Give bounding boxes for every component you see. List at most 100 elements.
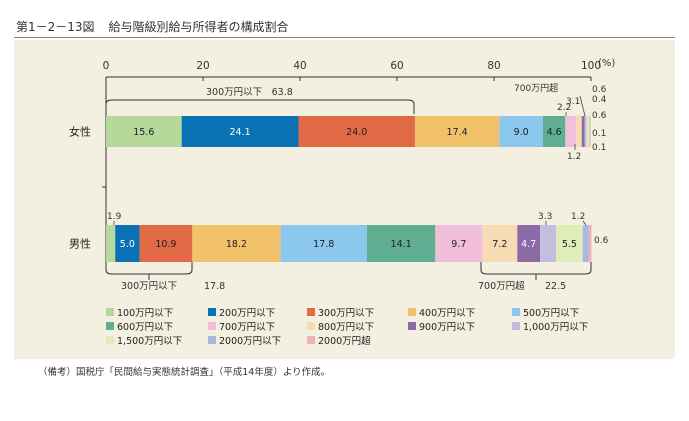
legend-item-label: 800万円以下 [318,322,374,333]
bar-segment [280,225,367,262]
x-tick-label: 80 [487,60,500,72]
female-right-label-3: 0.6 [592,111,607,121]
figure-title: 給与階級別給与所得者の構成割合 [108,20,289,34]
female-label-2-2: 2.2 [557,103,571,113]
legend-swatch [307,308,315,316]
category-label: 女性 [69,125,91,139]
segment-value-label: 4.6 [547,127,562,138]
legend-swatch [208,336,216,344]
legend-swatch [208,308,216,316]
female-right-label-4: 0.1 [592,129,606,139]
chart-panel [14,40,675,359]
legend-item-label: 100万円以下 [117,308,173,319]
x-tick-label: 100 [581,60,601,72]
male-label-1-2: 1.2 [571,212,585,222]
figure-number: 第1－2－13図 [16,20,95,34]
bar-segment [575,116,582,147]
x-tick-label: 60 [390,60,403,72]
legend-swatch [106,336,114,344]
title-rule [14,37,675,38]
legend-item-label: 2000万円以下 [219,336,281,347]
legend-item-label: 500万円以下 [523,308,579,319]
legend-item-label: 600万円以下 [117,322,173,333]
legend-item-label: 900万円以下 [419,322,475,333]
bar-segment [181,116,299,147]
x-axis-unit: (%) [598,58,615,69]
female-right-label-2: 0.4 [592,95,607,105]
bar-segment [482,225,518,262]
segment-value-label: 9.7 [451,239,466,250]
bar-segment [584,116,587,147]
x-tick-label: 40 [293,60,306,72]
bar-segment [517,225,541,262]
bar-segment [586,116,590,147]
legend-swatch [512,308,520,316]
x-axis: (%) [106,58,615,78]
legend-item-label: 200万円以下 [219,308,275,319]
legend-item-label: 1,500万円以下 [117,336,182,347]
category-label: 男性 [69,237,91,251]
legend-swatch [408,322,416,330]
segment-value-label: 5.0 [120,239,135,250]
bar-segment [106,116,182,147]
male-leader-1-2 [582,220,587,226]
bar-segment [139,225,193,262]
segment-value-label: 7.2 [492,239,507,250]
bar-segment [582,225,589,262]
segment-value-label: 10.9 [155,239,176,250]
female-right-label-1: 0.6 [592,85,607,95]
segment-value-label: 24.0 [346,127,367,138]
male-700-value: 22.5 [545,281,566,292]
bar-segment [540,225,557,262]
bar-segment [192,225,281,262]
male-label-3-3: 3.3 [538,212,552,222]
female-label-3-1: 3.1 [566,97,580,107]
bar-segment [366,225,436,262]
legend-item-label: 400万円以下 [419,308,475,319]
bar-segment [590,116,591,147]
female-leader-3-1 [579,95,586,117]
segment-value-label: 17.8 [313,239,334,250]
bar-segment [106,225,116,262]
legend-swatch [106,308,114,316]
bar-segment [581,116,585,147]
legend-swatch [512,322,520,330]
segment-value-label: 18.2 [226,239,247,250]
legend-item-label: 2000万円超 [318,335,371,347]
segment-value-label: 4.7 [521,239,536,250]
bar-segment [115,225,140,262]
legend-swatch [307,322,315,330]
male-label-1-9: 1.9 [107,212,122,222]
bar-segment [298,116,415,147]
legend-item-label: 1,000万円以下 [523,322,588,333]
bar-segment [435,225,483,262]
chart-legend: 100万円以下 200万円以下 300万円以下 400万円以下 500万円以下 600万円… [106,308,588,347]
legend-item-label: 300万円以下 [318,308,374,319]
bar-segment [588,225,592,262]
bar-segment [556,225,583,262]
female-annotations: 300万円以下 63.8 700万円超 3.1 2.2 1.2 0.6 0.4 … [105,82,607,162]
segment-value-label: 9.0 [514,127,529,138]
male-700-label: 700万円超 [478,280,525,292]
x-tick-label: 20 [196,60,209,72]
segment-value-label: 15.6 [133,127,154,138]
female-700-over-label: 700万円超 [514,82,558,94]
female-right-label-5: 0.1 [592,143,606,153]
segment-value-label: 5.5 [562,239,577,250]
bar-segment [414,116,500,147]
segment-value-label: 17.4 [447,127,468,138]
legend-swatch [106,322,114,330]
legend-swatch [208,322,216,330]
bar-segment [565,116,576,147]
male-700-bracket [480,262,592,275]
x-tick-label: 0 [103,60,110,72]
female-label-1-2: 1.2 [567,152,581,162]
legend-item-label: 700万円以下 [219,322,275,333]
female-300-bracket [105,99,415,114]
bar-segment [542,116,566,147]
segment-value-label: 24.1 [230,127,251,138]
legend-swatch [307,336,315,344]
legend-swatch [408,308,416,316]
